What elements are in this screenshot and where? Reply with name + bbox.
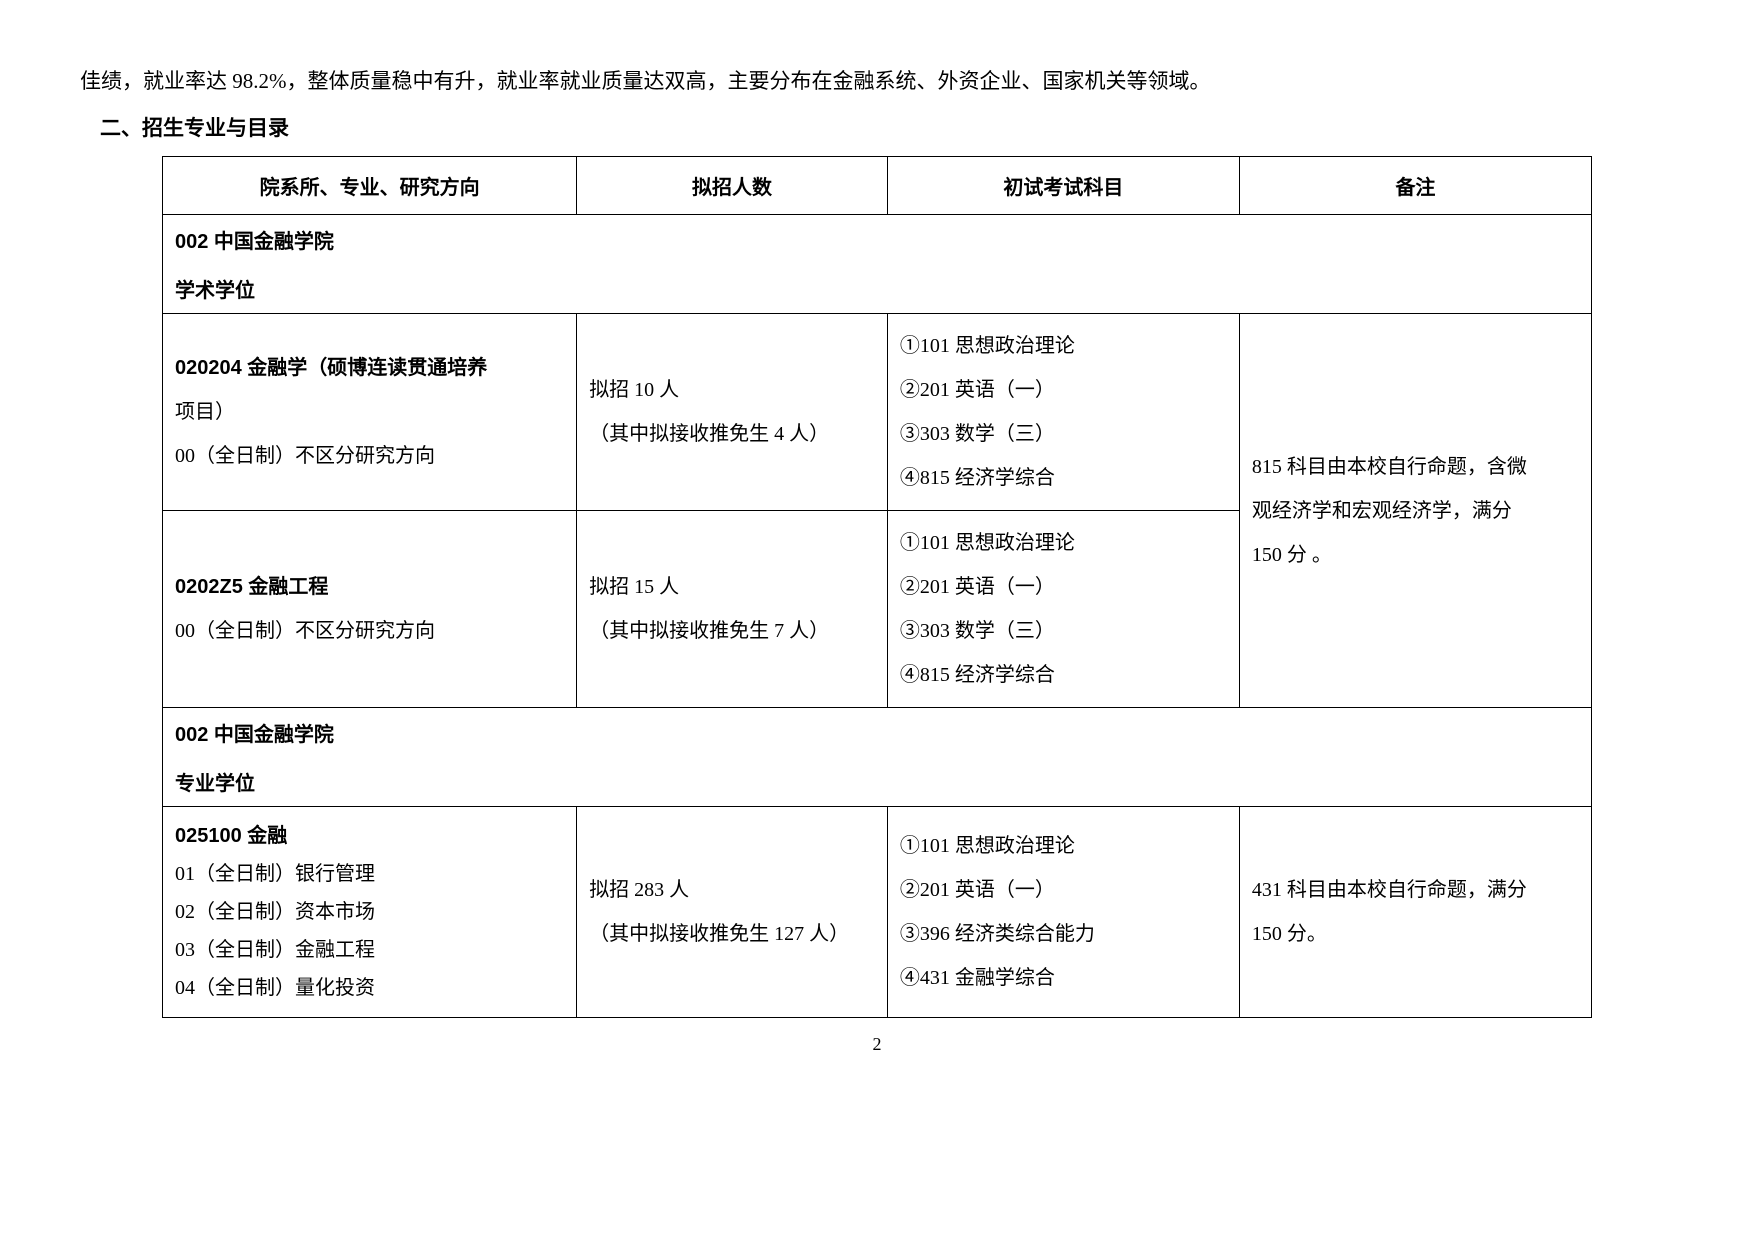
- text-line: ④815 经济学综合: [900, 456, 1227, 500]
- plan-cell: 拟招 10 人 （其中拟接收推免生 4 人）: [577, 314, 888, 511]
- text-line: ②201 英语（一）: [900, 868, 1227, 912]
- header-subjects: 初试考试科目: [887, 157, 1239, 215]
- text-line: （其中拟接收推免生 7 人）: [589, 609, 875, 653]
- text-line: ②201 英语（一）: [900, 368, 1227, 412]
- header-direction: 院系所、专业、研究方向: [163, 157, 577, 215]
- section-subtitle: 专业学位: [163, 757, 1592, 807]
- text-line: （其中拟接收推免生 4 人）: [589, 412, 875, 456]
- text-line: 00（全日制）不区分研究方向: [175, 609, 564, 653]
- table-row: 专业学位: [163, 757, 1592, 807]
- text-line: 150 分。: [1252, 912, 1579, 956]
- subjects-cell: ①101 思想政治理论 ②201 英语（一） ③396 经济类综合能力 ④431…: [887, 807, 1239, 1018]
- text-line: （其中拟接收推免生 127 人）: [589, 912, 875, 956]
- admissions-table: 院系所、专业、研究方向 拟招人数 初试考试科目 备注 002 中国金融学院 学术…: [162, 156, 1592, 1018]
- text-line: ①101 思想政治理论: [900, 521, 1227, 565]
- section-title: 002 中国金融学院: [163, 708, 1592, 758]
- text-line: 拟招 15 人: [589, 565, 875, 609]
- text-line: 观经济学和宏观经济学，满分: [1252, 489, 1579, 533]
- header-notes: 备注: [1239, 157, 1591, 215]
- code-label: 020204 金融学（硕博连读贯通培养: [175, 357, 487, 379]
- table-header-row: 院系所、专业、研究方向 拟招人数 初试考试科目 备注: [163, 157, 1592, 215]
- table-row: 020204 金融学（硕博连读贯通培养 项目） 00（全日制）不区分研究方向 拟…: [163, 314, 1592, 511]
- text-line: ③303 数学（三）: [900, 609, 1227, 653]
- table-row: 学术学位: [163, 264, 1592, 314]
- code-label: 025100 金融: [175, 825, 287, 847]
- header-plan: 拟招人数: [577, 157, 888, 215]
- direction-cell: 0202Z5 金融工程 00（全日制）不区分研究方向: [163, 511, 577, 708]
- text-line: 815 科目由本校自行命题，含微: [1252, 445, 1579, 489]
- text-line: ③303 数学（三）: [900, 412, 1227, 456]
- text-line: 拟招 283 人: [589, 868, 875, 912]
- page-number: 2: [80, 1034, 1674, 1055]
- text-line: ②201 英语（一）: [900, 565, 1227, 609]
- direction-cell: 020204 金融学（硕博连读贯通培养 项目） 00（全日制）不区分研究方向: [163, 314, 577, 511]
- text-line: 拟招 10 人: [589, 368, 875, 412]
- subjects-cell: ①101 思想政治理论 ②201 英语（一） ③303 数学（三） ④815 经…: [887, 511, 1239, 708]
- text-line: 431 科目由本校自行命题，满分: [1252, 868, 1579, 912]
- text-line: 00（全日制）不区分研究方向: [175, 434, 564, 478]
- plan-cell: 拟招 15 人 （其中拟接收推免生 7 人）: [577, 511, 888, 708]
- table-row: 002 中国金融学院: [163, 708, 1592, 758]
- table-row: 002 中国金融学院: [163, 215, 1592, 265]
- notes-cell: 431 科目由本校自行命题，满分 150 分。: [1239, 807, 1591, 1018]
- plan-cell: 拟招 283 人 （其中拟接收推免生 127 人）: [577, 807, 888, 1018]
- text-line: 150 分 。: [1252, 533, 1579, 577]
- text-line: ④431 金融学综合: [900, 956, 1227, 1000]
- section-heading: 二、招生专业与目录: [100, 112, 1674, 142]
- text-line: ①101 思想政治理论: [900, 824, 1227, 868]
- section-title: 002 中国金融学院: [163, 215, 1592, 265]
- text-line: ③396 经济类综合能力: [900, 912, 1227, 956]
- text-line: 02（全日制）资本市场: [175, 893, 564, 931]
- notes-cell: 815 科目由本校自行命题，含微 观经济学和宏观经济学，满分 150 分 。: [1239, 314, 1591, 708]
- text-line: ④815 经济学综合: [900, 653, 1227, 697]
- text-line: 03（全日制）金融工程: [175, 931, 564, 969]
- text-line: 项目）: [175, 390, 564, 434]
- code-label: 0202Z5 金融工程: [175, 576, 328, 598]
- subjects-cell: ①101 思想政治理论 ②201 英语（一） ③303 数学（三） ④815 经…: [887, 314, 1239, 511]
- intro-paragraph: 佳绩，就业率达 98.2%，整体质量稳中有升，就业率就业质量达双高，主要分布在金…: [80, 60, 1674, 102]
- text-line: 04（全日制）量化投资: [175, 969, 564, 1007]
- text-line: 01（全日制）银行管理: [175, 855, 564, 893]
- direction-cell: 025100 金融 01（全日制）银行管理 02（全日制）资本市场 03（全日制…: [163, 807, 577, 1018]
- table-row: 025100 金融 01（全日制）银行管理 02（全日制）资本市场 03（全日制…: [163, 807, 1592, 1018]
- text-line: ①101 思想政治理论: [900, 324, 1227, 368]
- section-subtitle: 学术学位: [163, 264, 1592, 314]
